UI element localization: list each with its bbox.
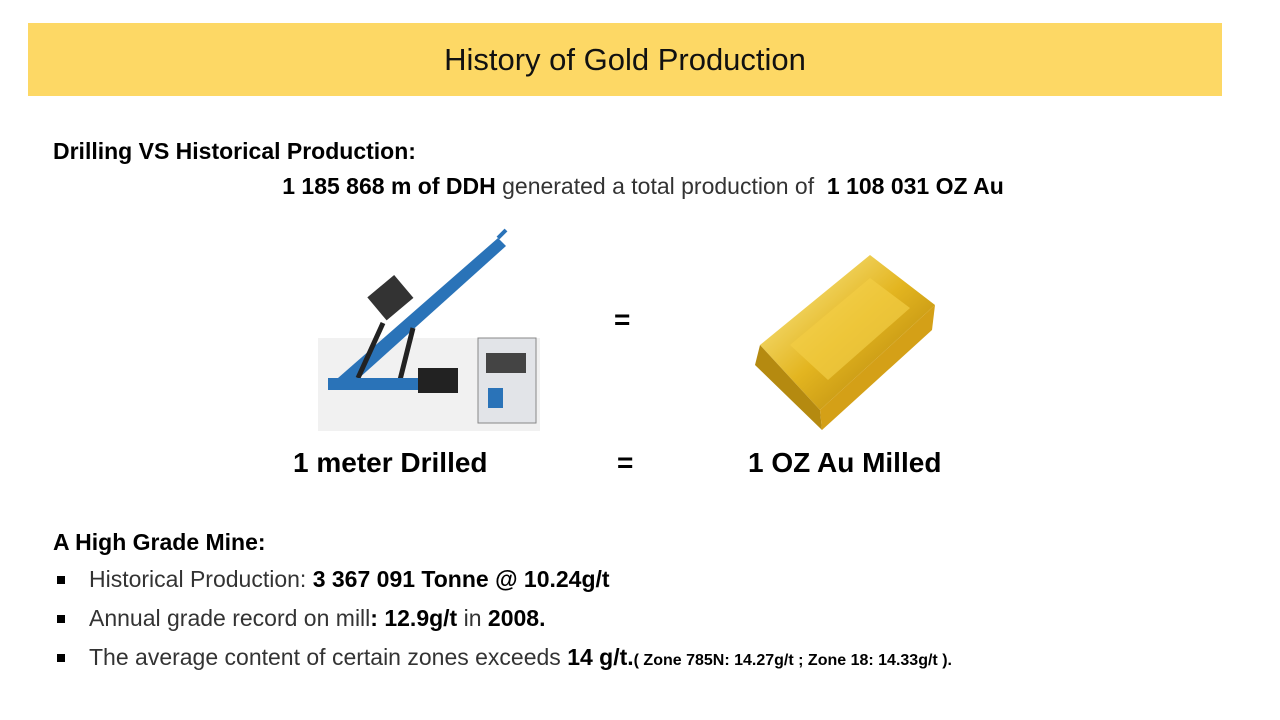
bullet: Annual grade record on mill: 12.9g/t in … [89,605,545,632]
bullet-bold: 3 367 091 Tonne @ 10.24g/t [312,566,610,592]
bullet-bold: 14 g/t. [567,644,634,670]
bullet-marker [57,654,65,662]
summary-bold: 1 108 031 OZ Au [826,173,1004,199]
bullet-bold: 12.9g/t [384,605,458,631]
title: History of Gold Production [444,42,806,77]
bullet-marker [57,576,65,584]
bullet-text: Historical Production: [89,566,313,592]
summary-bold: 1 185 868 m of DDH [282,173,496,199]
equation-equals: = [617,447,634,478]
bullet-bold: 2008. [487,605,546,631]
bullet-marker [57,615,65,623]
bullet: The average content of certain zones exc… [89,644,952,671]
header-bar [28,23,1222,96]
section-heading: A High Grade Mine: [53,529,266,555]
gold-bar-image [755,255,935,430]
summary: 1 185 868 m of DDH generated a total pro… [0,173,1280,200]
bullet-text: The average content of certain zones exc… [89,644,568,670]
bullet-bold: : [370,605,385,631]
section-heading: Drilling VS Historical Production: [53,138,416,164]
bullet-note: ( Zone 785N: 14.27g/t ; Zone 18: 14.33g/… [633,652,952,669]
drill-rig-image [318,228,540,431]
equation-right: 1 OZ Au Milled [748,447,942,478]
equals-sign: = [614,304,631,335]
bullet-text: in [457,605,488,631]
equation-left: 1 meter Drilled [293,447,488,478]
bullet: Historical Production: 3 367 091 Tonne @… [89,566,610,593]
bullet-text: Annual grade record on mill [89,605,371,631]
summary-text: generated a total production of [495,173,821,199]
